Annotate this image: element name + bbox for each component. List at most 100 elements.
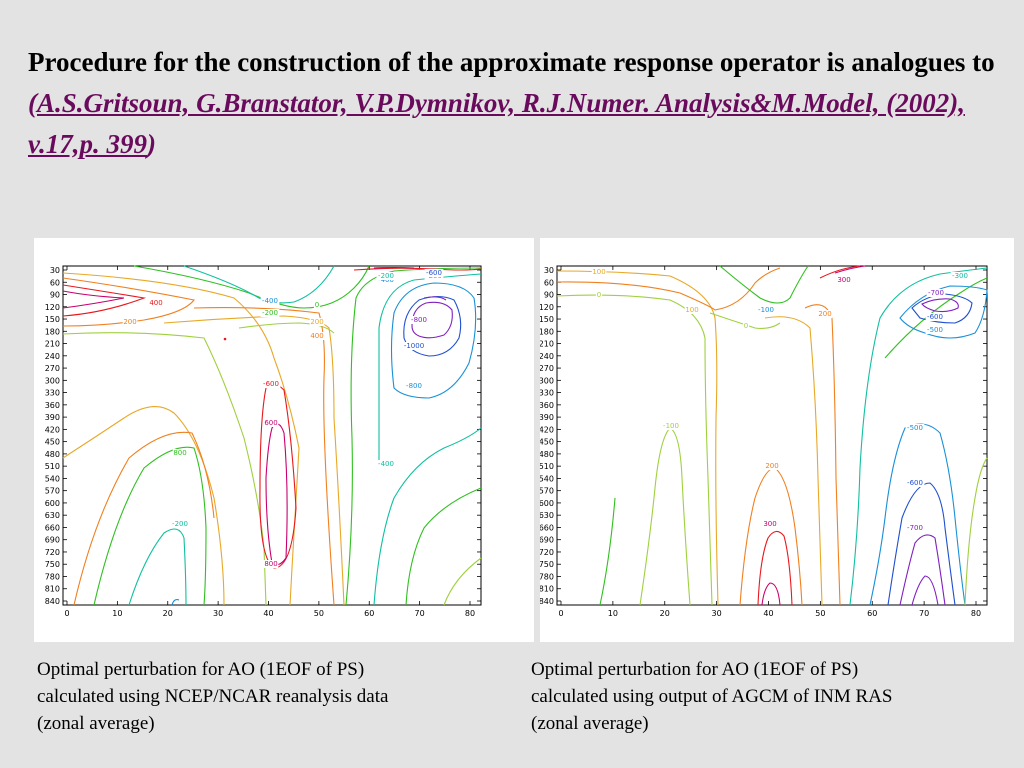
contour-label: 400	[149, 299, 162, 307]
y-tick-label: 390	[540, 413, 554, 422]
y-tick-label: 420	[540, 425, 554, 434]
y-tick-label: 570	[540, 487, 554, 496]
contour-line	[556, 294, 713, 606]
y-tick-label: 630	[540, 511, 554, 520]
contour-label: -200	[172, 520, 188, 528]
contour-line	[73, 431, 215, 606]
contour-label: -600	[263, 380, 279, 388]
y-tick-label: 300	[45, 376, 60, 385]
contour-label-bg	[404, 382, 424, 390]
reference-link[interactable]: A.S.Gritsoun, G.Branstator, V.P.Dymnikov…	[28, 88, 965, 159]
contour-label-bg	[595, 291, 603, 299]
contour-line	[62, 290, 125, 309]
title-open-paren: (	[28, 88, 37, 118]
contour-plot-ncep: 30 60 90 120 150 180 210 240 270 300 330 360 390 420 4…	[34, 238, 534, 642]
y-tick-label: 180	[45, 327, 60, 336]
contour-label-bg	[309, 318, 325, 326]
y-tick-label: 570	[45, 487, 60, 496]
contour-label-bg	[376, 460, 396, 468]
contour-label-bg	[742, 322, 750, 330]
contour-plot-agcm: 30 60 90 120 150 180 210 240 270 300 330 360 390 420 4…	[540, 238, 1014, 642]
x-tick-label: 0	[558, 609, 563, 618]
caption-agcm: Optimal perturbation for AO (1EOF of PS)…	[531, 656, 1001, 737]
y-tick-label: 60	[50, 278, 60, 287]
contour-line	[719, 265, 809, 304]
contour-plot-ncep-svg: 3060901201501802102402703003303603904204…	[45, 265, 482, 618]
contour-line	[443, 557, 482, 606]
contour-line	[171, 599, 180, 606]
y-tick-label: 120	[45, 303, 60, 312]
plot-frame	[556, 265, 988, 606]
contour-label: 100	[592, 268, 605, 276]
contour-label: 200	[123, 318, 136, 326]
y-tick-label: 30	[544, 266, 554, 275]
contour-label: 300	[763, 520, 776, 528]
caption-ncep: Optimal perturbation for AO (1EOF of PS)…	[37, 656, 507, 737]
x-tick-label: 10	[608, 609, 618, 618]
y-tick-label: 810	[540, 585, 554, 594]
x-axis-ticks: 0 10 20 30 40 50 60 70 80	[64, 266, 475, 618]
contour-line	[128, 528, 187, 606]
y-tick-label: 360	[45, 401, 60, 410]
x-tick-label: 50	[815, 609, 825, 618]
contour-line	[556, 270, 719, 606]
contour-line	[764, 316, 823, 606]
contour-line	[911, 575, 939, 606]
y-tick-label: 450	[540, 438, 554, 447]
contour-line	[884, 277, 988, 359]
contour-label-bg	[261, 380, 281, 388]
contour-line	[834, 265, 866, 274]
contour-label-bg	[260, 309, 280, 317]
contour-label: -600	[927, 313, 943, 321]
contour-label-bg	[591, 268, 607, 276]
y-tick-label: 180	[540, 327, 554, 336]
contour-label: -200	[262, 309, 278, 317]
contour-line	[921, 298, 959, 313]
contour-plot-agcm-svg: 3060901201501802102402703003303603904204…	[540, 265, 988, 618]
contour-label: 200	[765, 462, 778, 470]
contour-label-bg	[424, 269, 444, 277]
caption-line: (zonal average)	[531, 713, 649, 734]
x-tick-label: 40	[263, 609, 273, 618]
contour-line	[599, 497, 616, 606]
contour-label: 600	[264, 419, 277, 427]
x-tick-label: 50	[314, 609, 324, 618]
y-tick-label: 390	[45, 413, 60, 422]
y-tick-label: 360	[540, 401, 554, 410]
y-tick-label: 330	[45, 389, 60, 398]
contour-label: -1000	[404, 342, 424, 350]
contour-line	[804, 304, 841, 606]
contour-label-bg	[170, 520, 190, 528]
contour-line	[373, 266, 415, 269]
caption-line: Optimal perturbation for AO (1EOF of PS)	[37, 659, 365, 680]
contour-label: -400	[378, 460, 394, 468]
contour-line	[373, 427, 482, 606]
contour-label-bg	[684, 306, 700, 314]
contour-label-bg	[836, 276, 852, 284]
contour-lines	[556, 265, 988, 606]
contour-line	[378, 273, 482, 469]
contour-line	[345, 267, 482, 606]
contour-line	[411, 301, 453, 339]
contour-label: 800	[264, 560, 277, 568]
contour-label-bg	[172, 449, 188, 457]
y-tick-label: 840	[540, 597, 554, 606]
contour-label-bg	[925, 313, 945, 321]
contour-label-bg	[764, 462, 780, 470]
contour-label-bg	[661, 422, 681, 430]
slide-title: Procedure for the construction of the ap…	[28, 42, 998, 165]
contour-label-bg	[402, 342, 426, 350]
contour-label: -500	[927, 326, 943, 334]
x-tick-label: 80	[465, 609, 475, 618]
contour-line	[556, 267, 781, 311]
y-tick-label: 720	[540, 548, 554, 557]
y-axis-ticks: 30 60 90 120 150 180 210 240 270 300 330 360 390 420 4…	[45, 266, 481, 606]
y-tick-label: 540	[45, 474, 60, 483]
x-tick-label: 80	[971, 609, 981, 618]
contour-line	[93, 446, 207, 606]
contour-line	[423, 296, 447, 301]
y-tick-label: 690	[45, 536, 60, 545]
contour-label-bg	[263, 419, 279, 427]
y-tick-label: 150	[45, 315, 60, 324]
contour-labels: 100 0 100 -100 0 200 300 -300 -700 -600 -500 -100 20…	[591, 268, 970, 532]
